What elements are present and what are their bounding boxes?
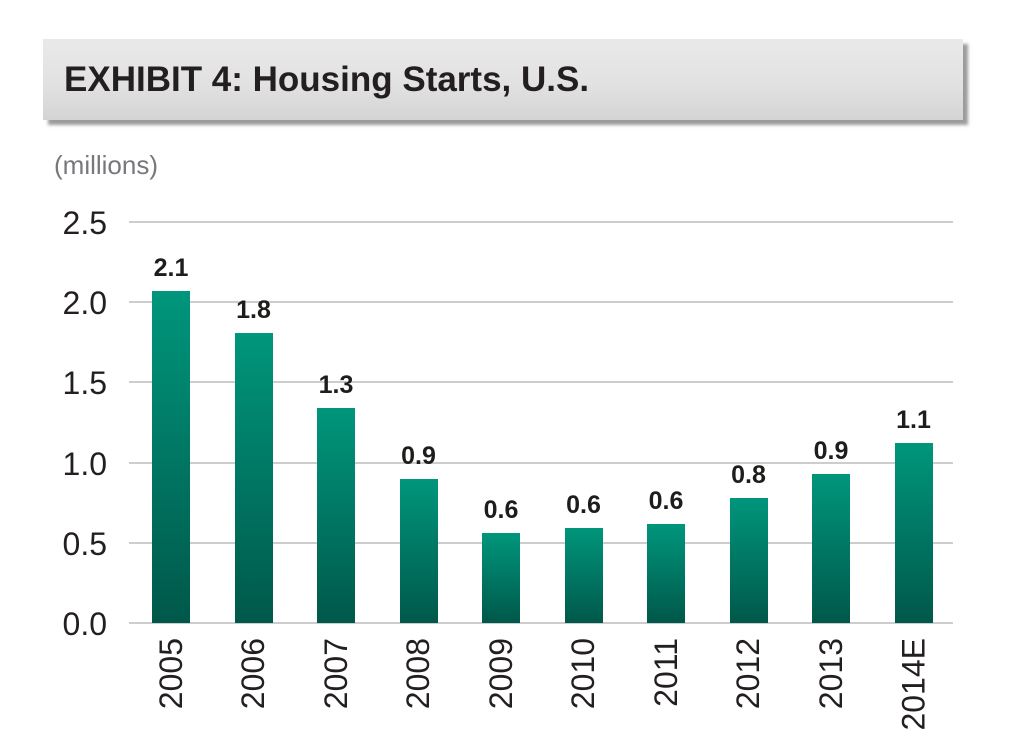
bar-2012 — [729, 498, 768, 623]
bar-value-label: 0.6 — [566, 491, 601, 519]
gridline — [129, 381, 953, 384]
x-axis-tick-label: 2008 — [400, 638, 437, 710]
exhibit-title: EXHIBIT 4: Housing Starts, U.S. — [64, 59, 590, 99]
x-axis-tick-label: 2007 — [318, 638, 354, 710]
x-axis-tick-label: 2014E — [895, 638, 932, 731]
y-axis-tick-label: 2.0 — [62, 285, 107, 322]
gridline — [129, 301, 953, 304]
x-axis-tick-label: 2011 — [648, 638, 684, 707]
y-axis-tick-label: 0.5 — [62, 525, 107, 562]
bar-value-label: 0.6 — [648, 487, 684, 515]
bar-value-label: 0.9 — [401, 442, 436, 470]
x-axis-tick-label: 2010 — [565, 638, 602, 710]
bar-2014e — [894, 443, 933, 623]
x-axis-tick-label: 2005 — [153, 638, 189, 710]
exhibit-title-banner: EXHIBIT 4: Housing Starts, U.S. — [43, 39, 963, 120]
gridline — [129, 541, 953, 544]
y-axis-tick-label: 0.0 — [62, 606, 107, 642]
gridline — [129, 622, 953, 624]
bar-value-label: 0.8 — [731, 461, 766, 489]
bar-2006 — [234, 333, 273, 623]
y-axis-tick-label: 1.5 — [62, 365, 107, 402]
bar-value-label: 0.6 — [483, 496, 519, 524]
bar-value-label: 1.1 — [896, 406, 931, 434]
bar-value-label: 2.1 — [153, 254, 189, 282]
bar-value-label: 1.8 — [236, 296, 271, 324]
bar-2011 — [647, 524, 685, 623]
bar-2005 — [152, 291, 190, 623]
bar-2009 — [482, 533, 520, 623]
gridline — [129, 461, 953, 464]
bar-value-label: 1.3 — [318, 371, 354, 399]
gridline — [129, 221, 953, 223]
y-axis-tick-label: 1.0 — [62, 445, 107, 482]
x-axis-tick-label: 2006 — [235, 638, 272, 710]
y-axis-units-label: (millions) — [54, 150, 158, 180]
bar-2008 — [399, 479, 438, 623]
y-axis-tick-label: 2.5 — [62, 205, 107, 241]
bar-2007 — [317, 408, 355, 623]
bar-2013 — [812, 474, 850, 623]
bar-value-label: 0.9 — [813, 437, 849, 465]
x-axis-tick-label: 2013 — [813, 638, 849, 710]
bar-2010 — [564, 528, 603, 623]
x-axis-tick-label: 2009 — [483, 638, 519, 710]
x-axis-tick-label: 2012 — [730, 638, 767, 710]
